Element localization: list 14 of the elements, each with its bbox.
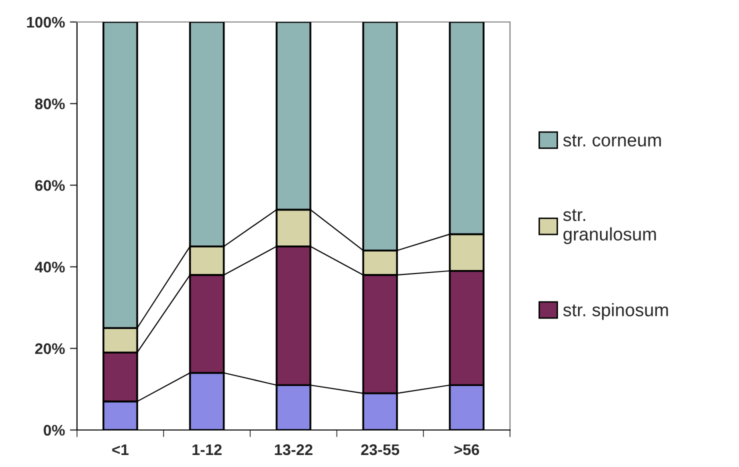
x-tick-label: 13-22	[274, 444, 312, 456]
y-tick-label: 20%	[35, 343, 65, 354]
legend-label: str. corneum	[563, 134, 661, 147]
y-tick-label: 0%	[44, 424, 65, 436]
legend-label: str. granulosum	[563, 209, 656, 244]
x-tick-label: >56	[454, 444, 480, 456]
y-tick-label: 60%	[35, 180, 65, 191]
x-tick-label: 1-12	[192, 444, 222, 455]
x-tick-label: <1	[112, 444, 129, 455]
x-tick-label: 23-55	[361, 444, 400, 456]
y-tick-label: 40%	[34, 262, 65, 272]
y-tick-label: 100%	[27, 16, 65, 28]
y-tick-label: 80%	[35, 98, 65, 110]
legend-label: str. spinosum	[563, 303, 668, 320]
